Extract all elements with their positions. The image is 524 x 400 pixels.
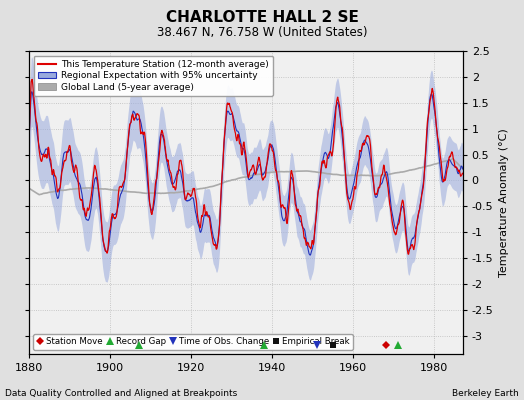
Text: Berkeley Earth: Berkeley Earth [452, 389, 519, 398]
Text: 38.467 N, 76.758 W (United States): 38.467 N, 76.758 W (United States) [157, 26, 367, 39]
Y-axis label: Temperature Anomaly (°C): Temperature Anomaly (°C) [499, 128, 509, 277]
Text: CHARLOTTE HALL 2 SE: CHARLOTTE HALL 2 SE [166, 10, 358, 25]
Text: Data Quality Controlled and Aligned at Breakpoints: Data Quality Controlled and Aligned at B… [5, 389, 237, 398]
Legend: Station Move, Record Gap, Time of Obs. Change, Empirical Break: Station Move, Record Gap, Time of Obs. C… [34, 334, 353, 350]
